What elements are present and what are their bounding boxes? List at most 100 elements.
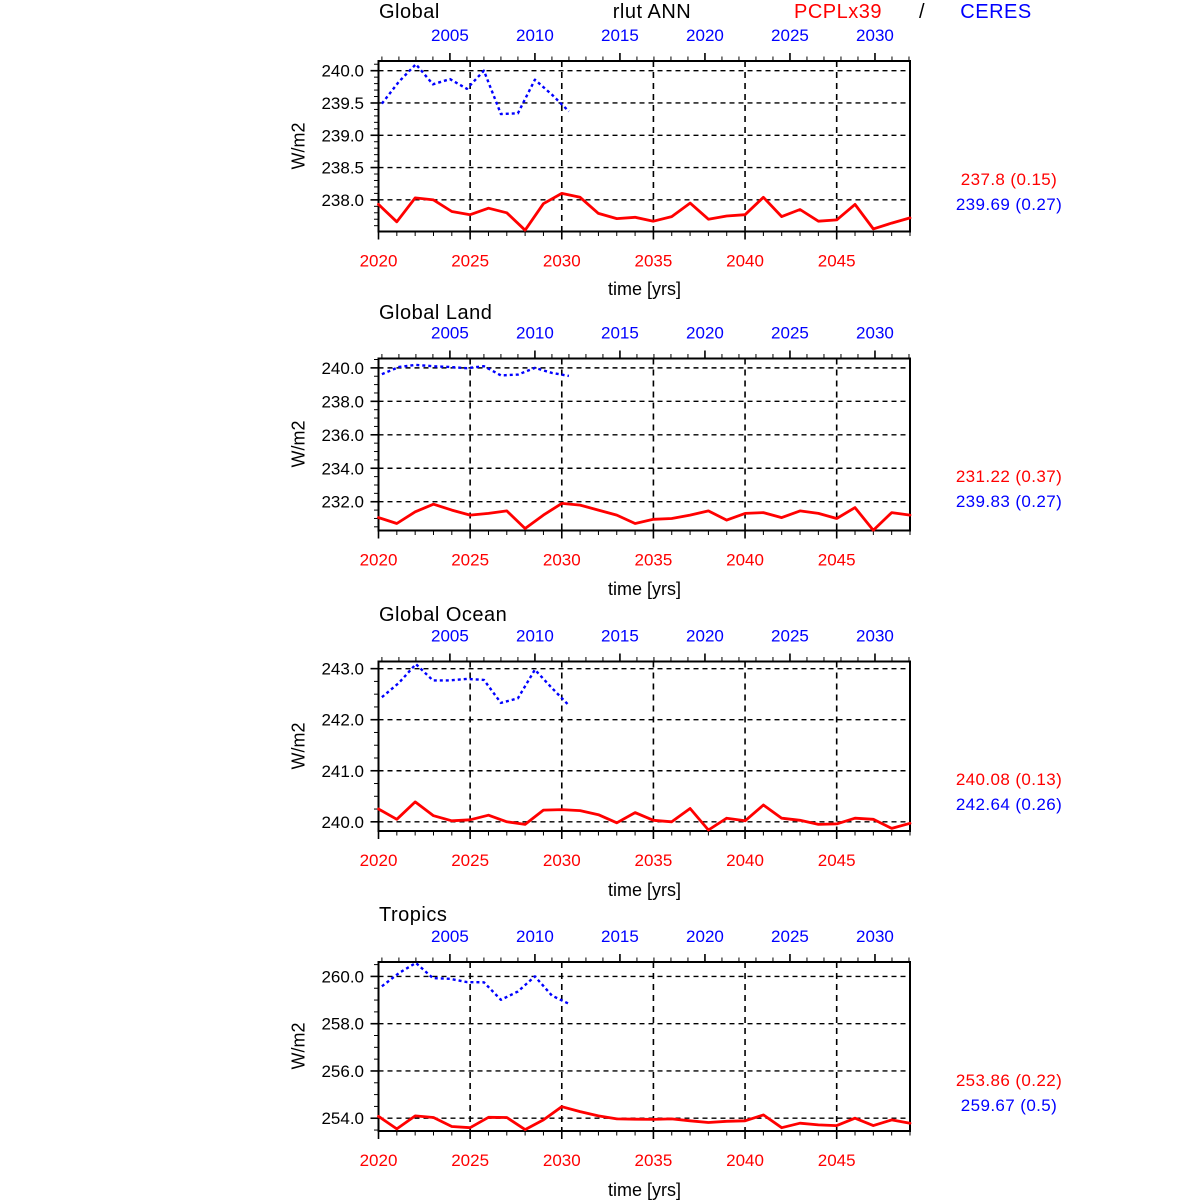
x-bottom-tick-label: 2040 [726,851,764,870]
x-top-tick-label: 2020 [686,324,724,343]
obs-mean-stat-2: 239.83 (0.27) [955,492,1063,511]
x-top-tick-label: 2005 [431,26,469,45]
y-axis-title-3: W/m2 [288,722,309,770]
x-bottom-tick-label: 2045 [818,851,856,870]
x-axis-title-2: time [yrs] [607,579,681,599]
x-bottom-tick-label: 2025 [451,851,489,870]
x-top-tick-label: 2025 [771,26,809,45]
plot-frame [377,660,911,832]
x-top-tick-label: 2010 [516,26,554,45]
model-mean-stat-2: 231.22 (0.37) [955,467,1063,486]
x-bottom-tick-label: 2045 [818,252,856,271]
plot-frame [377,60,911,233]
x-top-tick-label: 2015 [601,627,639,646]
x-bottom-tick-label: 2040 [726,1151,764,1170]
model-mean-stat-3: 240.08 (0.13) [955,770,1063,789]
x-top-tick-label: 2030 [856,324,894,343]
x-top-tick-label: 2030 [856,927,894,946]
obs-mean-stat-1: 239.69 (0.27) [955,195,1063,214]
panel-3: 240.0 241.0 242.0 243.0 2020 2025 2030 2035 2040… [321,627,912,870]
x-axis-title-4: time [yrs] [607,1180,681,1200]
x-top-tick-label: 2025 [771,627,809,646]
x-top-tick-label: 2020 [686,26,724,45]
x-bottom-tick-label: 2035 [634,851,672,870]
y-axis-title-2: W/m2 [288,420,309,468]
x-top-tick-label: 2025 [771,927,809,946]
x-axis-title-1: time [yrs] [607,279,681,299]
panel-2: 232.0 234.0 236.0 238.0 240.0 2020 2025 2030 203… [321,324,912,570]
series-ceres-line [381,961,570,1005]
x-top-tick-label: 2015 [601,324,639,343]
y-tick-label: 238.0 [321,392,364,411]
series-pcplx39-line [377,800,912,832]
panel-4: 254.0 256.0 258.0 260.0 2020 2025 2030 2035 2040… [321,927,912,1170]
panel-title-global-land: Global Land [379,302,493,324]
y-tick-label: 234.0 [321,459,364,478]
model-mean-stat-4: 253.86 (0.22) [955,1071,1063,1090]
y-tick-label: 243.0 [321,660,364,679]
y-tick-label: 240.0 [321,359,364,378]
y-tick-label: 254.0 [321,1109,364,1128]
y-tick-label: 242.0 [321,711,364,730]
y-axis-title-4: W/m2 [288,1022,309,1070]
y-tick-label: 240.0 [321,62,364,81]
x-top-tick-label: 2020 [686,627,724,646]
x-top-tick-label: 2025 [771,324,809,343]
series-pcplx39-line [377,1105,912,1131]
x-bottom-tick-label: 2030 [543,252,581,271]
y-tick-label: 238.5 [321,159,364,178]
x-axis-title-3: time [yrs] [607,880,681,900]
model-mean-stat-1: 237.8 (0.15) [960,170,1058,189]
x-bottom-tick-label: 2040 [726,252,764,271]
x-top-tick-label: 2010 [516,927,554,946]
x-bottom-tick-label: 2020 [360,1151,398,1170]
y-tick-label: 238.0 [321,191,364,210]
obs-mean-stat-3: 242.64 (0.26) [955,795,1063,814]
series-pcplx39-line [377,501,912,532]
x-bottom-tick-label: 2025 [451,551,489,570]
panel-title-global-ocean: Global Ocean [379,604,508,626]
x-top-tick-label: 2005 [431,927,469,946]
x-top-tick-label: 2030 [856,26,894,45]
x-top-tick-label: 2015 [601,26,639,45]
y-tick-label: 258.0 [321,1015,364,1034]
y-tick-label: 239.0 [321,126,364,145]
series-ceres-line [380,62,570,116]
panel-title-global: Global [379,1,440,23]
x-top-tick-label: 2015 [601,927,639,946]
x-bottom-tick-label: 2030 [543,851,581,870]
y-tick-label: 232.0 [321,493,364,512]
x-top-tick-label: 2010 [516,627,554,646]
y-tick-label: 260.0 [321,967,364,986]
x-top-tick-label: 2005 [431,627,469,646]
series-pcplx39-line [377,191,912,232]
series-ceres-line [381,662,570,707]
legend-separator: / [918,1,926,23]
obs-legend-label: CERES [960,1,1032,23]
x-bottom-tick-label: 2020 [360,252,398,271]
x-bottom-tick-label: 2035 [634,252,672,271]
x-top-tick-label: 2030 [856,627,894,646]
x-bottom-tick-label: 2040 [726,551,764,570]
y-tick-label: 256.0 [321,1062,364,1081]
panel-1: 238.0 238.5 239.0 239.5 240.0 2020 2025 2030 203… [321,26,912,271]
obs-mean-stat-4: 259.67 (0.5) [960,1096,1058,1115]
x-bottom-tick-label: 2020 [360,851,398,870]
y-tick-label: 241.0 [321,762,364,781]
y-tick-label: 236.0 [321,426,364,445]
y-tick-label: 240.0 [321,813,364,832]
x-bottom-tick-label: 2030 [543,1151,581,1170]
x-bottom-tick-label: 2035 [634,551,672,570]
x-top-tick-label: 2010 [516,324,554,343]
plot-frame [377,357,911,532]
series-ceres-line [381,363,570,378]
x-bottom-tick-label: 2045 [818,1151,856,1170]
plot-frame [377,961,911,1132]
x-bottom-tick-label: 2025 [451,1151,489,1170]
x-bottom-tick-label: 2035 [634,1151,672,1170]
y-axis-title-1: W/m2 [288,122,309,170]
x-bottom-tick-label: 2025 [451,252,489,271]
model-legend-label: PCPLx39 [794,1,882,23]
